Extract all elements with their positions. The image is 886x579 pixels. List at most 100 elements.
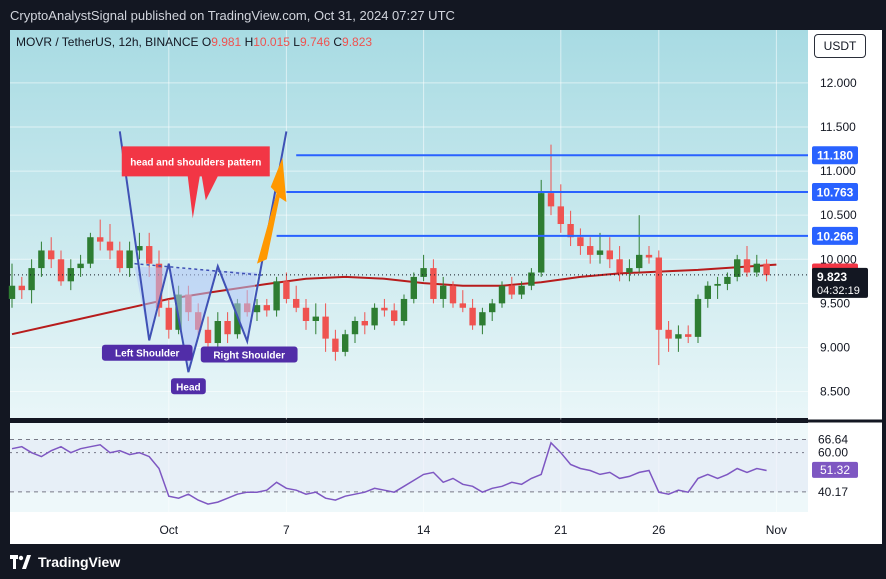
candle-body	[626, 268, 633, 273]
pattern-shade	[134, 263, 257, 373]
candle-body	[685, 334, 692, 337]
candle-body	[596, 250, 604, 255]
candle	[283, 272, 290, 304]
candle-body	[469, 307, 476, 326]
candle	[381, 298, 388, 317]
head-and-shoulders-outline	[118, 131, 288, 373]
candle	[743, 246, 751, 277]
candle-body	[87, 237, 94, 264]
candle-body	[97, 237, 104, 242]
candle-body	[263, 305, 270, 311]
candle-body	[704, 285, 711, 299]
x-tick-label: 7	[283, 523, 290, 537]
candle	[400, 294, 408, 326]
y-tick-label: 9.500	[820, 296, 850, 310]
candle	[263, 298, 270, 317]
pattern-callout-text: head and shoulders pattern	[130, 157, 261, 168]
level-price-label: 11.180	[817, 149, 853, 163]
candle-body	[400, 298, 408, 321]
candle-body	[77, 263, 84, 269]
candle-body	[48, 250, 55, 260]
candle-body	[204, 329, 212, 344]
candle	[587, 237, 594, 264]
y-tick-label: 12.000	[820, 76, 857, 90]
candle	[645, 246, 653, 264]
candle	[106, 224, 114, 260]
candle-body	[636, 254, 643, 269]
right-shoulder-label-box	[200, 346, 298, 363]
candle-body	[557, 206, 564, 224]
candle	[724, 272, 731, 291]
candle-body	[528, 272, 535, 286]
head-label: Head	[176, 382, 200, 393]
candle	[116, 241, 123, 273]
candle-body	[342, 334, 349, 352]
candle-body	[694, 298, 702, 337]
tradingview-logo[interactable]: TradingView	[10, 554, 120, 570]
candle	[479, 307, 486, 335]
footer-bar: TradingView	[0, 545, 886, 579]
candle	[626, 259, 633, 282]
candle-body	[587, 246, 594, 255]
candle-body	[449, 285, 457, 304]
candle-body	[430, 268, 437, 299]
candle-body	[763, 263, 770, 276]
candle-body	[381, 307, 388, 311]
candle-body	[38, 250, 45, 269]
candle	[518, 281, 525, 299]
candle-body	[410, 276, 417, 299]
candle	[685, 325, 692, 344]
candle	[273, 276, 280, 317]
candle-body	[106, 241, 114, 251]
x-tick-label: Nov	[766, 523, 787, 537]
candle	[489, 298, 496, 321]
last-price-label: 9.823	[817, 270, 847, 284]
candle-body	[28, 268, 35, 291]
candle-body	[136, 246, 143, 251]
y-tick-label: 10.500	[820, 208, 857, 222]
currency-button[interactable]: USDT	[814, 34, 866, 58]
candle	[665, 321, 672, 352]
candle	[528, 268, 535, 291]
candle	[459, 290, 466, 313]
candle-body	[508, 285, 515, 295]
rsi-tick-label: 66.64	[818, 433, 848, 447]
candle-body	[116, 250, 123, 269]
rsi-tick-label: 60.00	[818, 446, 848, 460]
candle-body	[332, 338, 339, 352]
candle	[224, 312, 231, 344]
y-tick-label: 8.500	[820, 385, 850, 399]
candle	[136, 232, 143, 260]
candle-body	[391, 310, 398, 321]
candle-body	[479, 312, 486, 326]
candle-body	[498, 285, 506, 304]
candle-body	[616, 259, 623, 273]
candle-body	[420, 268, 427, 277]
candle-body	[361, 321, 368, 326]
candle	[77, 254, 84, 277]
head-label-box	[171, 378, 206, 395]
candle-body	[293, 298, 300, 308]
candle	[440, 276, 447, 308]
candle	[391, 303, 398, 326]
y-tick-label: 9.000	[820, 340, 850, 354]
candle	[302, 298, 310, 330]
publisher-bar: CryptoAnalystSignal published on Trading…	[0, 0, 886, 30]
level-price-label: 10.266	[817, 229, 854, 243]
candle	[734, 254, 741, 282]
candle-body	[547, 193, 555, 207]
candle	[126, 241, 133, 277]
candle-body	[734, 259, 741, 277]
candle	[342, 329, 349, 357]
candle	[97, 219, 104, 251]
candle-body	[518, 285, 525, 295]
candle	[87, 232, 94, 269]
legend-line: MOVR / TetherUS, 12h, BINANCE O9.981 H10…	[16, 35, 372, 49]
left-shoulder-label: Left Shoulder	[115, 349, 180, 360]
candle	[214, 312, 221, 352]
candle	[538, 179, 545, 277]
candle	[322, 303, 329, 352]
level-price-tag	[812, 226, 858, 245]
candle-body	[8, 285, 16, 299]
